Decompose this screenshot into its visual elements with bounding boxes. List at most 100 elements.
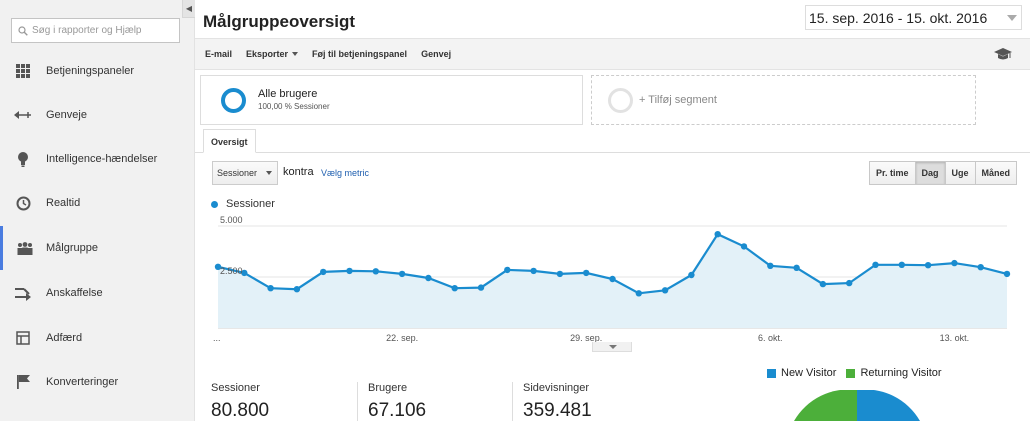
segment-all-users[interactable]: Alle brugere 100,00 % Sessioner	[200, 75, 583, 125]
sidebar-item-intelligence[interactable]: Intelligence-hændelser	[0, 137, 195, 181]
search-input[interactable]: Søg i rapporter og Hjælp	[11, 18, 180, 43]
data-point[interactable]	[898, 261, 905, 268]
toolbar: E-mail Eksporter Føj til betjeningspanel…	[195, 38, 1030, 70]
data-point[interactable]	[451, 285, 458, 292]
data-point[interactable]	[977, 264, 984, 271]
data-point[interactable]	[504, 266, 511, 274]
interval-hour-button[interactable]: Pr. time	[870, 162, 916, 184]
segment-share: 100,00 % Sessioner	[258, 102, 330, 111]
grid-icon	[0, 64, 46, 78]
collapse-sidebar-button[interactable]: ◀	[182, 0, 195, 18]
data-point[interactable]	[214, 263, 222, 270]
data-point[interactable]	[793, 264, 800, 271]
legend-label: New Visitor	[781, 367, 837, 379]
sidebar-item-adfaerd[interactable]: Adfærd	[0, 316, 195, 360]
pie-legend-item-new: New Visitor	[767, 367, 836, 379]
data-point[interactable]	[398, 270, 406, 278]
data-point[interactable]	[1003, 270, 1011, 278]
sidebar: ◀ Søg i rapporter og Hjælp Betjeningspan…	[0, 0, 195, 421]
pie-slice-new-visitor	[857, 390, 920, 421]
kpi-value: 80.800	[211, 400, 270, 421]
data-point[interactable]	[688, 271, 695, 279]
pie-legend-item-returning: Returning Visitor	[846, 367, 942, 379]
chart-legend: Sessioner	[211, 198, 275, 210]
caret-down-icon	[266, 171, 272, 175]
add-segment-label: + Tilføj segment	[639, 94, 717, 106]
page-title: Målgruppeoversigt	[203, 12, 356, 31]
add-segment-button[interactable]: + Tilføj segment	[591, 75, 976, 125]
data-point[interactable]	[293, 286, 301, 293]
x-tick-label: 29. sep.	[570, 333, 602, 343]
shortcut-button[interactable]: Genvej	[421, 49, 452, 59]
date-range-picker[interactable]: 15. sep. 2016 - 15. okt. 2016	[805, 5, 1022, 30]
lightbulb-icon	[0, 151, 46, 167]
interval-day-button[interactable]: Dag	[915, 162, 946, 184]
data-point[interactable]	[530, 267, 537, 275]
data-point[interactable]	[846, 279, 853, 287]
kpi-value: 359.481	[523, 400, 592, 421]
tab-oversigt[interactable]: Oversigt	[203, 129, 256, 153]
metric-select-value: Sessioner	[217, 168, 258, 178]
export-button[interactable]: Eksporter	[246, 49, 299, 59]
sidebar-item-label: Intelligence-hændelser	[46, 153, 158, 165]
data-point[interactable]	[346, 267, 353, 275]
segment-ring-icon	[221, 88, 246, 113]
sessions-chart: 5.000 2.500... 22. sep. 29. sep. 6. okt. 13. …	[213, 215, 1011, 343]
choose-metric-link[interactable]: Vælg metric	[321, 168, 370, 178]
sidebar-item-malgruppe[interactable]: Målgruppe	[0, 226, 195, 270]
data-point[interactable]	[819, 280, 827, 288]
data-point[interactable]	[740, 243, 748, 250]
versus-label: kontra	[283, 166, 314, 178]
sidebar-item-betjeningspaneler[interactable]: Betjeningspaneler	[0, 49, 195, 93]
people-icon	[3, 241, 46, 255]
sidebar-item-label: Adfærd	[46, 332, 83, 344]
sidebar-item-genveje[interactable]: Genveje	[0, 93, 195, 137]
graduation-cap-icon[interactable]	[994, 48, 1012, 61]
pie-legend: New Visitor Returning Visitor	[767, 367, 952, 379]
data-point[interactable]	[661, 287, 669, 294]
sidebar-item-label: Betjeningspaneler	[46, 65, 135, 77]
sidebar-item-konverteringer[interactable]: Konverteringer	[0, 360, 195, 404]
legend-label: Returning Visitor	[860, 367, 942, 379]
search-placeholder: Søg i rapporter og Hjælp	[32, 25, 142, 36]
kpi-label: Brugere	[368, 382, 408, 394]
search-icon	[18, 25, 28, 36]
sidebar-item-label: Genveje	[46, 109, 87, 121]
sidebar-item-realtid[interactable]: Realtid	[0, 181, 195, 225]
data-point[interactable]	[320, 268, 327, 276]
data-point[interactable]	[635, 290, 642, 297]
data-point[interactable]	[924, 262, 932, 269]
interval-month-button[interactable]: Måned	[975, 162, 1017, 184]
data-point[interactable]	[425, 274, 432, 282]
date-range-value: 15. sep. 2016 - 15. okt. 2016	[809, 9, 988, 26]
data-point[interactable]	[556, 270, 564, 278]
interval-week-button[interactable]: Uge	[945, 162, 976, 184]
add-to-dashboard-button[interactable]: Føj til betjeningspanel	[312, 49, 408, 59]
legend-dot	[211, 200, 218, 208]
data-point[interactable]	[583, 269, 590, 277]
chart-resize-handle[interactable]	[592, 342, 632, 352]
kpi-users: Brugere 67.106	[357, 382, 507, 421]
clock-icon	[0, 196, 46, 211]
tab-divider	[195, 152, 1030, 153]
x-tick-label: 6. okt.	[758, 333, 783, 343]
data-point[interactable]	[872, 261, 879, 268]
x-tick-label: ...	[213, 333, 221, 343]
segment-area: Alle brugere 100,00 % Sessioner + Tilføj…	[195, 70, 1030, 130]
data-point[interactable]	[951, 259, 958, 267]
data-point[interactable]	[477, 284, 485, 291]
data-point[interactable]	[714, 231, 721, 238]
data-point[interactable]	[241, 269, 248, 277]
legend-series-name: Sessioner	[226, 198, 275, 210]
sidebar-item-anskaffelse[interactable]: Anskaffelse	[0, 271, 195, 315]
data-point[interactable]	[372, 268, 379, 275]
email-button[interactable]: E-mail	[205, 49, 233, 59]
caret-down-icon	[292, 52, 299, 56]
data-point[interactable]	[267, 285, 274, 292]
metric-select[interactable]: Sessioner	[212, 161, 278, 185]
data-point[interactable]	[609, 275, 616, 283]
y-tick-label: 2.500	[220, 266, 243, 276]
kpi-label: Sessioner	[211, 382, 260, 394]
data-point[interactable]	[767, 262, 774, 269]
